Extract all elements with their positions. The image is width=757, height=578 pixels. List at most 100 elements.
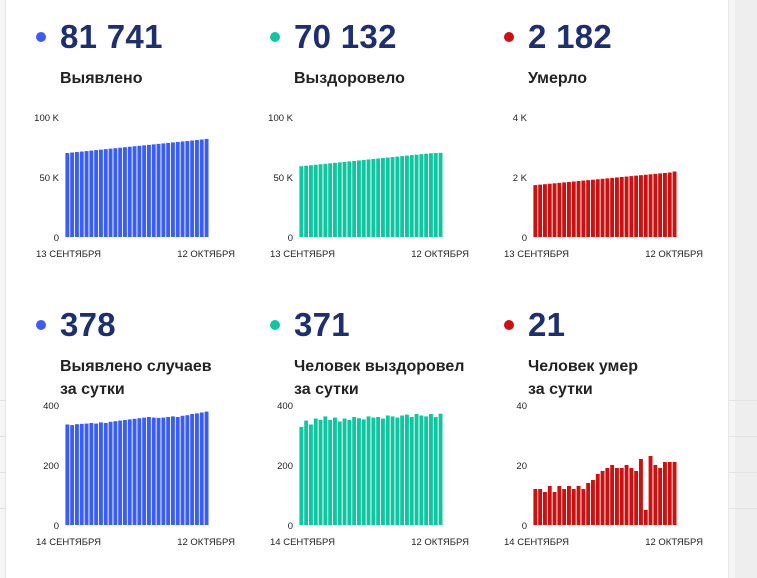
chart-bar (533, 185, 538, 237)
chart-bar (161, 143, 166, 237)
chart-bar (108, 421, 113, 525)
chart-bar (84, 423, 89, 525)
chart-bar (103, 423, 108, 525)
chart-bar (65, 424, 70, 525)
chart-bar (409, 155, 414, 237)
chart-bar (543, 184, 547, 237)
chart-bar (156, 143, 161, 237)
chart-bar (333, 417, 337, 525)
chart-bar (624, 176, 629, 237)
chart-bar (328, 420, 333, 525)
y-tick-label: 4 K (513, 113, 528, 124)
chart-bar (429, 414, 433, 525)
chart-bar (333, 162, 337, 237)
chart-bar (151, 144, 156, 237)
stat-label: Выздоровело (294, 67, 494, 90)
chart-bar (337, 421, 342, 525)
chart-bar (395, 417, 400, 525)
y-tick-label: 0 (54, 233, 59, 244)
chart-bar (127, 146, 132, 237)
chart-bar (571, 181, 576, 237)
chart-bar (123, 420, 127, 525)
chart-bar (180, 415, 185, 525)
chart-bar (123, 147, 127, 237)
chart-bar (357, 160, 361, 237)
stat-panel: 70 132 Выздоровело 0 50 K 100 K 13 СЕНТЯБРЯ 12… (263, 0, 499, 290)
chart-bar (99, 149, 103, 237)
chart-bar (366, 159, 371, 237)
chart-bar (414, 414, 419, 525)
chart-bar (429, 153, 433, 237)
chart-bar (376, 158, 381, 237)
chart-bar (552, 492, 557, 525)
chart-bar (175, 417, 180, 525)
chart-bar (84, 151, 89, 237)
chart-bar (639, 175, 643, 237)
chart-bar (562, 182, 567, 237)
chart-bar (629, 176, 634, 237)
x-tick-label: 13 СЕНТЯБРЯ (36, 249, 101, 260)
chart-bar (299, 166, 304, 237)
chart-bar (658, 468, 663, 525)
chart-bar (99, 422, 103, 525)
chart-bar (634, 471, 639, 525)
chart-bar (347, 420, 352, 525)
chart-bar (65, 153, 70, 237)
chart-bar (161, 417, 166, 525)
chart-bar (419, 154, 424, 237)
chart-bar (70, 425, 75, 525)
chart-bar (543, 492, 547, 525)
statistics-card: 81 741 Выявлено 0 50 K 100 K 13 СЕНТЯБРЯ 12 ОК… (5, 0, 729, 578)
chart-bar (195, 413, 199, 525)
chart-bar (195, 140, 199, 237)
chart-bar (591, 480, 595, 525)
x-tick-label: 14 СЕНТЯБРЯ (504, 537, 569, 548)
chart-bar (619, 177, 624, 237)
stat-label-line: за сутки (528, 381, 593, 398)
stat-label-line: Выявлено случаев (60, 358, 212, 375)
chart-bar (576, 486, 581, 525)
stat-panel: 81 741 Выявлено 0 50 K 100 K 13 СЕНТЯБРЯ 12 ОК… (29, 0, 265, 290)
chart-bar (624, 465, 629, 525)
chart-bar (672, 171, 677, 237)
chart-bar (424, 416, 429, 525)
chart-bar (653, 465, 658, 525)
y-tick-label: 0 (54, 521, 59, 532)
chart-bar (337, 162, 342, 237)
chart-bar (113, 148, 118, 237)
chart-bar (127, 419, 132, 525)
chart-bar (75, 152, 79, 237)
chart-bar (132, 146, 137, 237)
chart-bar (400, 415, 405, 525)
chart-bar (571, 489, 576, 525)
chart-bar (405, 414, 409, 525)
x-tick-label: 14 СЕНТЯБРЯ (36, 537, 101, 548)
stat-label-line: Человек выздоровел (294, 358, 465, 375)
chart-bar (309, 165, 313, 237)
stat-value: 21 (528, 306, 566, 343)
y-tick-label: 400 (43, 401, 59, 412)
chart-bar (576, 181, 581, 237)
chart-bar (342, 161, 347, 237)
chart-bar (547, 183, 552, 237)
x-tick-label: 13 СЕНТЯБРЯ (504, 249, 569, 260)
stat-panel: 2 182 Умерло 0 2 K 4 K 13 СЕНТЯБРЯ 12 ОКТЯБРЯ (497, 0, 733, 290)
chart-bar (586, 483, 591, 525)
chart-bar (180, 141, 185, 237)
chart-bar (591, 179, 595, 237)
chart-bar (663, 172, 667, 237)
background-map-edge (735, 0, 757, 578)
x-tick-label: 12 ОКТЯБРЯ (411, 249, 469, 260)
chart-bar (400, 156, 405, 237)
stat-label-line: за сутки (294, 381, 359, 398)
chart-bar (309, 424, 313, 525)
chart-bar (653, 173, 658, 237)
chart-bar (376, 417, 381, 525)
chart-bar (185, 141, 190, 237)
stat-value: 371 (294, 306, 350, 343)
chart-bar (103, 149, 108, 237)
stat-label: Выявлено (60, 67, 260, 90)
bar-chart: 0 20 40 14 СЕНТЯБРЯ 12 ОКТЯБРЯ (504, 401, 703, 548)
chart-bar (371, 159, 376, 237)
chart-bar (385, 157, 390, 237)
